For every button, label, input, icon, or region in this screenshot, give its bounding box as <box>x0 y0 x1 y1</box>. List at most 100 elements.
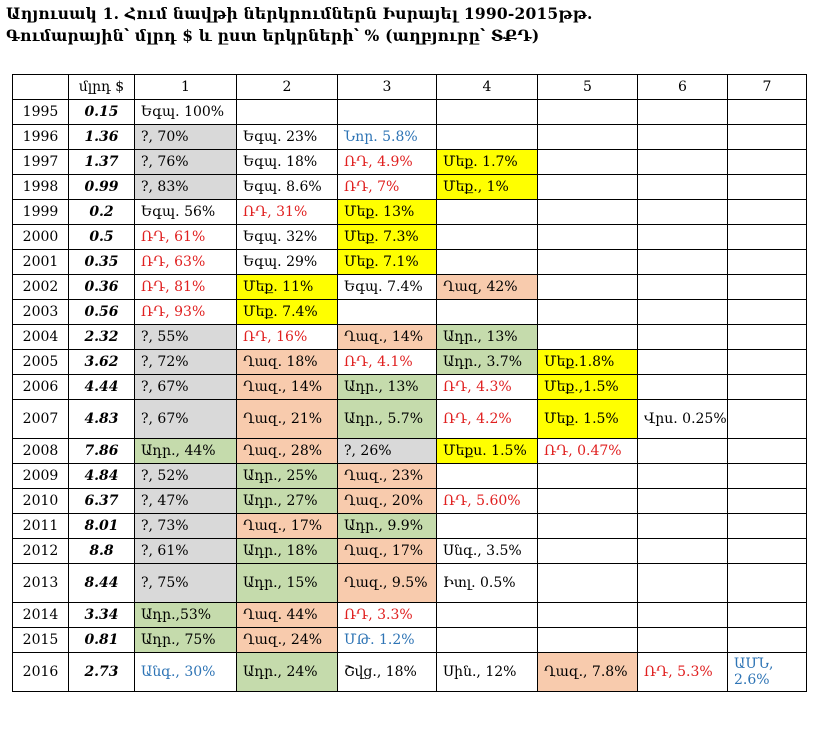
share-cell: Մեք. 11% <box>236 274 338 300</box>
share-cell: Ղազ, 42% <box>436 274 538 300</box>
share-cell <box>727 274 807 300</box>
share-cell: Ադր., 44% <box>134 438 237 464</box>
table-row: 2000 0.5 ՌԴ, 61% Եգպ. 32% Մեք. 7.3% <box>12 224 807 250</box>
share-cell <box>727 149 807 175</box>
share-cell: Եգպ. 7.4% <box>337 274 437 300</box>
year-cell: 2008 <box>12 438 69 464</box>
share-cell: ԱՄՆ, 2.6% <box>727 652 807 692</box>
share-cell: Եգպ. 18% <box>236 149 338 175</box>
share-cell <box>727 349 807 375</box>
share-cell <box>727 463 807 489</box>
share-cell <box>637 149 728 175</box>
share-cell: Ղազ., 9.5% <box>337 563 437 603</box>
share-cell: ?, 55% <box>134 324 237 350</box>
header-row: մլրդ $ 1 2 3 4 5 6 7 <box>12 74 807 100</box>
share-cell <box>436 627 538 653</box>
year-cell: 2006 <box>12 374 69 400</box>
share-cell: ՌԴ, 4.1% <box>337 349 437 375</box>
share-cell: Վրս. 0.25% <box>637 399 728 439</box>
share-cell <box>637 438 728 464</box>
share-cell <box>637 513 728 539</box>
share-cell: ?, 67% <box>134 374 237 400</box>
table-row: 2011 8.01?, 73% Ղազ., 17% Ադր., 9.9% <box>12 513 807 539</box>
table-row: 1995 0.15 Եգպ. 100% <box>12 99 807 125</box>
share-cell: Ադր., 24% <box>236 652 338 692</box>
share-cell <box>727 513 807 539</box>
year-cell: 1996 <box>12 124 69 150</box>
share-cell: Մեք. 1.5% <box>537 399 638 439</box>
table-row: 1999 0.2 Եգպ. 56% ՌԴ, 31% Մեք. 13% <box>12 199 807 225</box>
share-cell: Ադր., 13% <box>337 374 437 400</box>
share-cell: ՌԴ, 63% <box>134 249 237 275</box>
year-cell: 2014 <box>12 602 69 628</box>
header-col-4: 4 <box>436 74 538 100</box>
share-cell <box>537 627 638 653</box>
share-cell: Ղազ., 28% <box>236 438 338 464</box>
share-cell <box>236 99 338 125</box>
value-cell: 0.2 <box>68 199 135 225</box>
share-cell: ?, 26% <box>337 438 437 464</box>
share-cell: ?, 67% <box>134 399 237 439</box>
share-cell <box>537 602 638 628</box>
import-table: մլրդ $ 1 2 3 4 5 6 7 1995 0.15 Եգպ. 100% 19… <box>12 74 807 692</box>
year-cell: 2009 <box>12 463 69 489</box>
share-cell: ?, 47% <box>134 488 237 514</box>
share-cell <box>537 124 638 150</box>
share-cell: Եգպ. 32% <box>236 224 338 250</box>
share-cell: Ղազ., 7.8% <box>537 652 638 692</box>
share-cell <box>637 349 728 375</box>
share-cell <box>727 563 807 603</box>
year-cell: 2010 <box>12 488 69 514</box>
share-cell <box>537 199 638 225</box>
share-cell: Ադր., 75% <box>134 627 237 653</box>
share-cell: ?, 73% <box>134 513 237 539</box>
share-cell: Ադր., 3.7% <box>436 349 538 375</box>
share-cell <box>436 199 538 225</box>
year-cell: 1995 <box>12 99 69 125</box>
year-cell: 1997 <box>12 149 69 175</box>
share-cell: Եգպ. 8.6% <box>236 174 338 200</box>
table-row: 2006 4.44?, 67% Ղազ., 14% Ադր., 13% ՌԴ, 4.3%… <box>12 374 807 400</box>
share-cell: Մեք. 7.1% <box>337 249 437 275</box>
share-cell <box>727 602 807 628</box>
share-cell: ՌԴ, 4.3% <box>436 374 538 400</box>
value-cell: 3.34 <box>68 602 135 628</box>
share-cell: ՌԴ, 0.47% <box>537 438 638 464</box>
share-cell <box>637 199 728 225</box>
share-cell: Ադր., 15% <box>236 563 338 603</box>
share-cell: Եգպ. 100% <box>134 99 237 125</box>
share-cell: Ղազ., 17% <box>236 513 338 539</box>
header-col-3: 3 <box>337 74 437 100</box>
share-cell: ?, 70% <box>134 124 237 150</box>
header-col-5: 5 <box>537 74 638 100</box>
value-cell: 0.36 <box>68 274 135 300</box>
value-cell: 4.44 <box>68 374 135 400</box>
table-row: 1996 1.36?, 70% Եգպ. 23% Նոր. 5.8% <box>12 124 807 150</box>
share-cell: ՌԴ, 31% <box>236 199 338 225</box>
value-cell: 1.37 <box>68 149 135 175</box>
share-cell <box>637 299 728 325</box>
table-row: 2009 4.84?, 52% Ադր., 25% Ղազ., 23% <box>12 463 807 489</box>
share-cell <box>727 438 807 464</box>
share-cell <box>537 488 638 514</box>
share-cell <box>537 538 638 564</box>
share-cell: Մեք. 7.4% <box>236 299 338 325</box>
share-cell <box>436 299 538 325</box>
share-cell <box>537 463 638 489</box>
value-cell: 2.73 <box>68 652 135 692</box>
share-cell: Եգպ. 23% <box>236 124 338 150</box>
share-cell <box>637 324 728 350</box>
value-cell: 0.81 <box>68 627 135 653</box>
share-cell <box>727 299 807 325</box>
year-cell: 2007 <box>12 399 69 439</box>
value-cell: 6.37 <box>68 488 135 514</box>
share-cell <box>436 124 538 150</box>
value-cell: 0.15 <box>68 99 135 125</box>
share-cell <box>637 124 728 150</box>
value-cell: 8.44 <box>68 563 135 603</box>
share-cell <box>727 124 807 150</box>
header-value: մլրդ $ <box>68 74 135 100</box>
share-cell <box>637 249 728 275</box>
share-cell: ՌԴ, 93% <box>134 299 237 325</box>
share-cell: Մեք.,1.5% <box>537 374 638 400</box>
